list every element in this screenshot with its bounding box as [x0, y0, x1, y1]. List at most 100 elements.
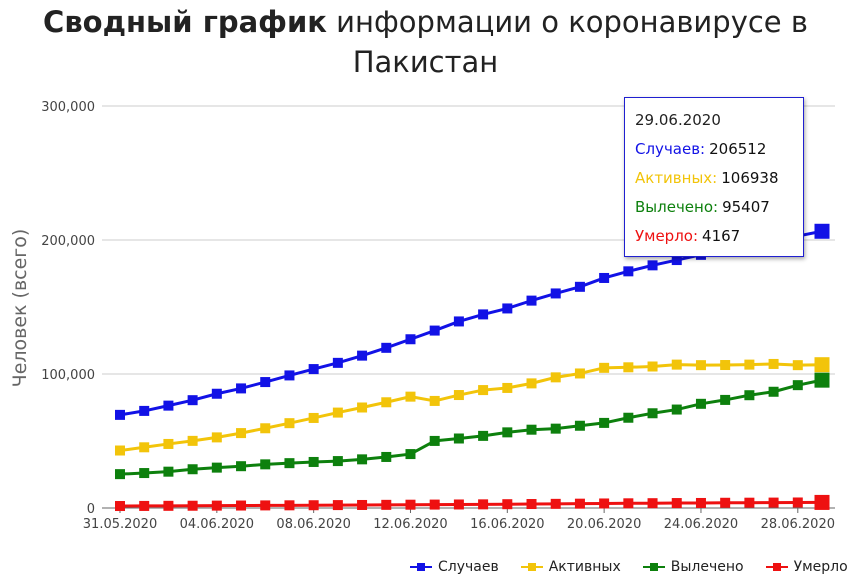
- series-line: [119, 378, 823, 476]
- x-tick-label: 04.06.2020: [180, 517, 254, 532]
- data-point: [236, 428, 247, 439]
- data-point: [814, 357, 830, 373]
- data-point: [478, 430, 489, 441]
- y-tick-label: 300,000: [41, 100, 95, 115]
- data-point: [695, 360, 706, 371]
- data-point: [502, 499, 513, 510]
- legend-item[interactable]: Активных: [520, 559, 621, 575]
- data-point: [357, 350, 368, 361]
- data-point: [647, 361, 658, 372]
- data-point: [526, 295, 537, 306]
- x-tick-label: 08.06.2020: [276, 517, 350, 532]
- data-point: [332, 357, 343, 368]
- data-point: [236, 500, 247, 511]
- chart-title: Сводный график информации о коронавирусе…: [43, 5, 808, 79]
- data-point: [744, 390, 755, 401]
- data-point: [671, 255, 682, 266]
- x-tick-label: 20.06.2020: [567, 517, 641, 532]
- data-point: [357, 402, 368, 413]
- data-point: [814, 494, 830, 510]
- legend-label: Активных: [548, 559, 621, 575]
- y-tick-label: 200,000: [41, 234, 95, 249]
- x-tick-label: 28.06.2020: [761, 517, 835, 532]
- data-point: [115, 409, 125, 420]
- data-point: [284, 418, 295, 429]
- data-point: [814, 372, 830, 388]
- data-point: [211, 500, 222, 511]
- data-point: [115, 501, 125, 512]
- data-point: [526, 424, 537, 435]
- data-point: [623, 412, 634, 423]
- legend-swatch: [520, 562, 543, 572]
- data-point: [720, 360, 731, 371]
- legend-label: Вылечено: [670, 559, 744, 575]
- tooltip-value: 4167: [702, 227, 741, 245]
- data-point: [139, 500, 150, 511]
- data-point: [453, 316, 464, 327]
- legend-item[interactable]: Случаев: [410, 559, 499, 575]
- data-point: [478, 499, 489, 510]
- data-point: [163, 500, 174, 511]
- tooltip-date: 29.06.2020: [635, 111, 721, 129]
- x-tick-label: 24.06.2020: [664, 517, 738, 532]
- data-point: [139, 405, 150, 416]
- data-point: [260, 500, 271, 511]
- data-point: [768, 497, 779, 508]
- tooltip-label: Умерло:: [635, 227, 699, 245]
- data-point: [814, 223, 830, 239]
- data-point: [429, 435, 440, 446]
- data-point: [187, 500, 198, 511]
- data-point: [332, 407, 343, 418]
- data-point: [163, 438, 174, 449]
- data-point: [744, 497, 755, 508]
- tooltip-value: 206512: [709, 140, 767, 158]
- data-point: [453, 499, 464, 510]
- data-point: [768, 358, 779, 369]
- data-point: [599, 272, 610, 283]
- data-point: [332, 456, 343, 467]
- data-point: [308, 412, 319, 423]
- data-point: [163, 466, 174, 477]
- data-point: [357, 499, 368, 510]
- tooltip-row: Случаев: 206512: [635, 135, 803, 164]
- data-point: [695, 497, 706, 508]
- data-point: [405, 334, 416, 345]
- data-point: [671, 498, 682, 509]
- y-tick-label: 0: [87, 502, 95, 517]
- data-point: [720, 394, 731, 405]
- data-point: [768, 386, 779, 397]
- data-point: [574, 281, 585, 292]
- data-point: [187, 395, 198, 406]
- data-point: [381, 342, 392, 353]
- tooltip-value: 106938: [721, 169, 779, 187]
- data-point: [478, 385, 489, 396]
- data-point: [550, 498, 561, 509]
- data-point: [429, 325, 440, 336]
- data-point: [453, 433, 464, 444]
- data-point: [405, 499, 416, 510]
- data-point: [502, 382, 513, 393]
- series-line: [119, 500, 823, 508]
- data-point: [284, 500, 295, 511]
- data-point: [115, 445, 125, 456]
- legend-swatch: [765, 562, 788, 572]
- data-point: [574, 498, 585, 509]
- data-point: [332, 500, 343, 511]
- data-point: [381, 451, 392, 462]
- legend-item[interactable]: Вылечено: [642, 559, 744, 575]
- tooltip-value: 95407: [722, 198, 770, 216]
- data-point: [308, 456, 319, 467]
- data-point: [357, 454, 368, 465]
- data-point: [211, 388, 222, 399]
- x-tick-label: 31.05.2020: [83, 517, 157, 532]
- data-point: [163, 400, 174, 411]
- tooltip-row: Умерло: 4167: [635, 222, 803, 251]
- data-point: [115, 469, 125, 480]
- legend-label: Случаев: [438, 559, 499, 575]
- data-point: [792, 360, 803, 371]
- series-line: [119, 229, 823, 417]
- legend-item[interactable]: Умерло: [765, 559, 848, 575]
- data-point: [139, 468, 150, 479]
- data-point: [236, 461, 247, 472]
- tooltip-label: Случаев:: [635, 140, 706, 158]
